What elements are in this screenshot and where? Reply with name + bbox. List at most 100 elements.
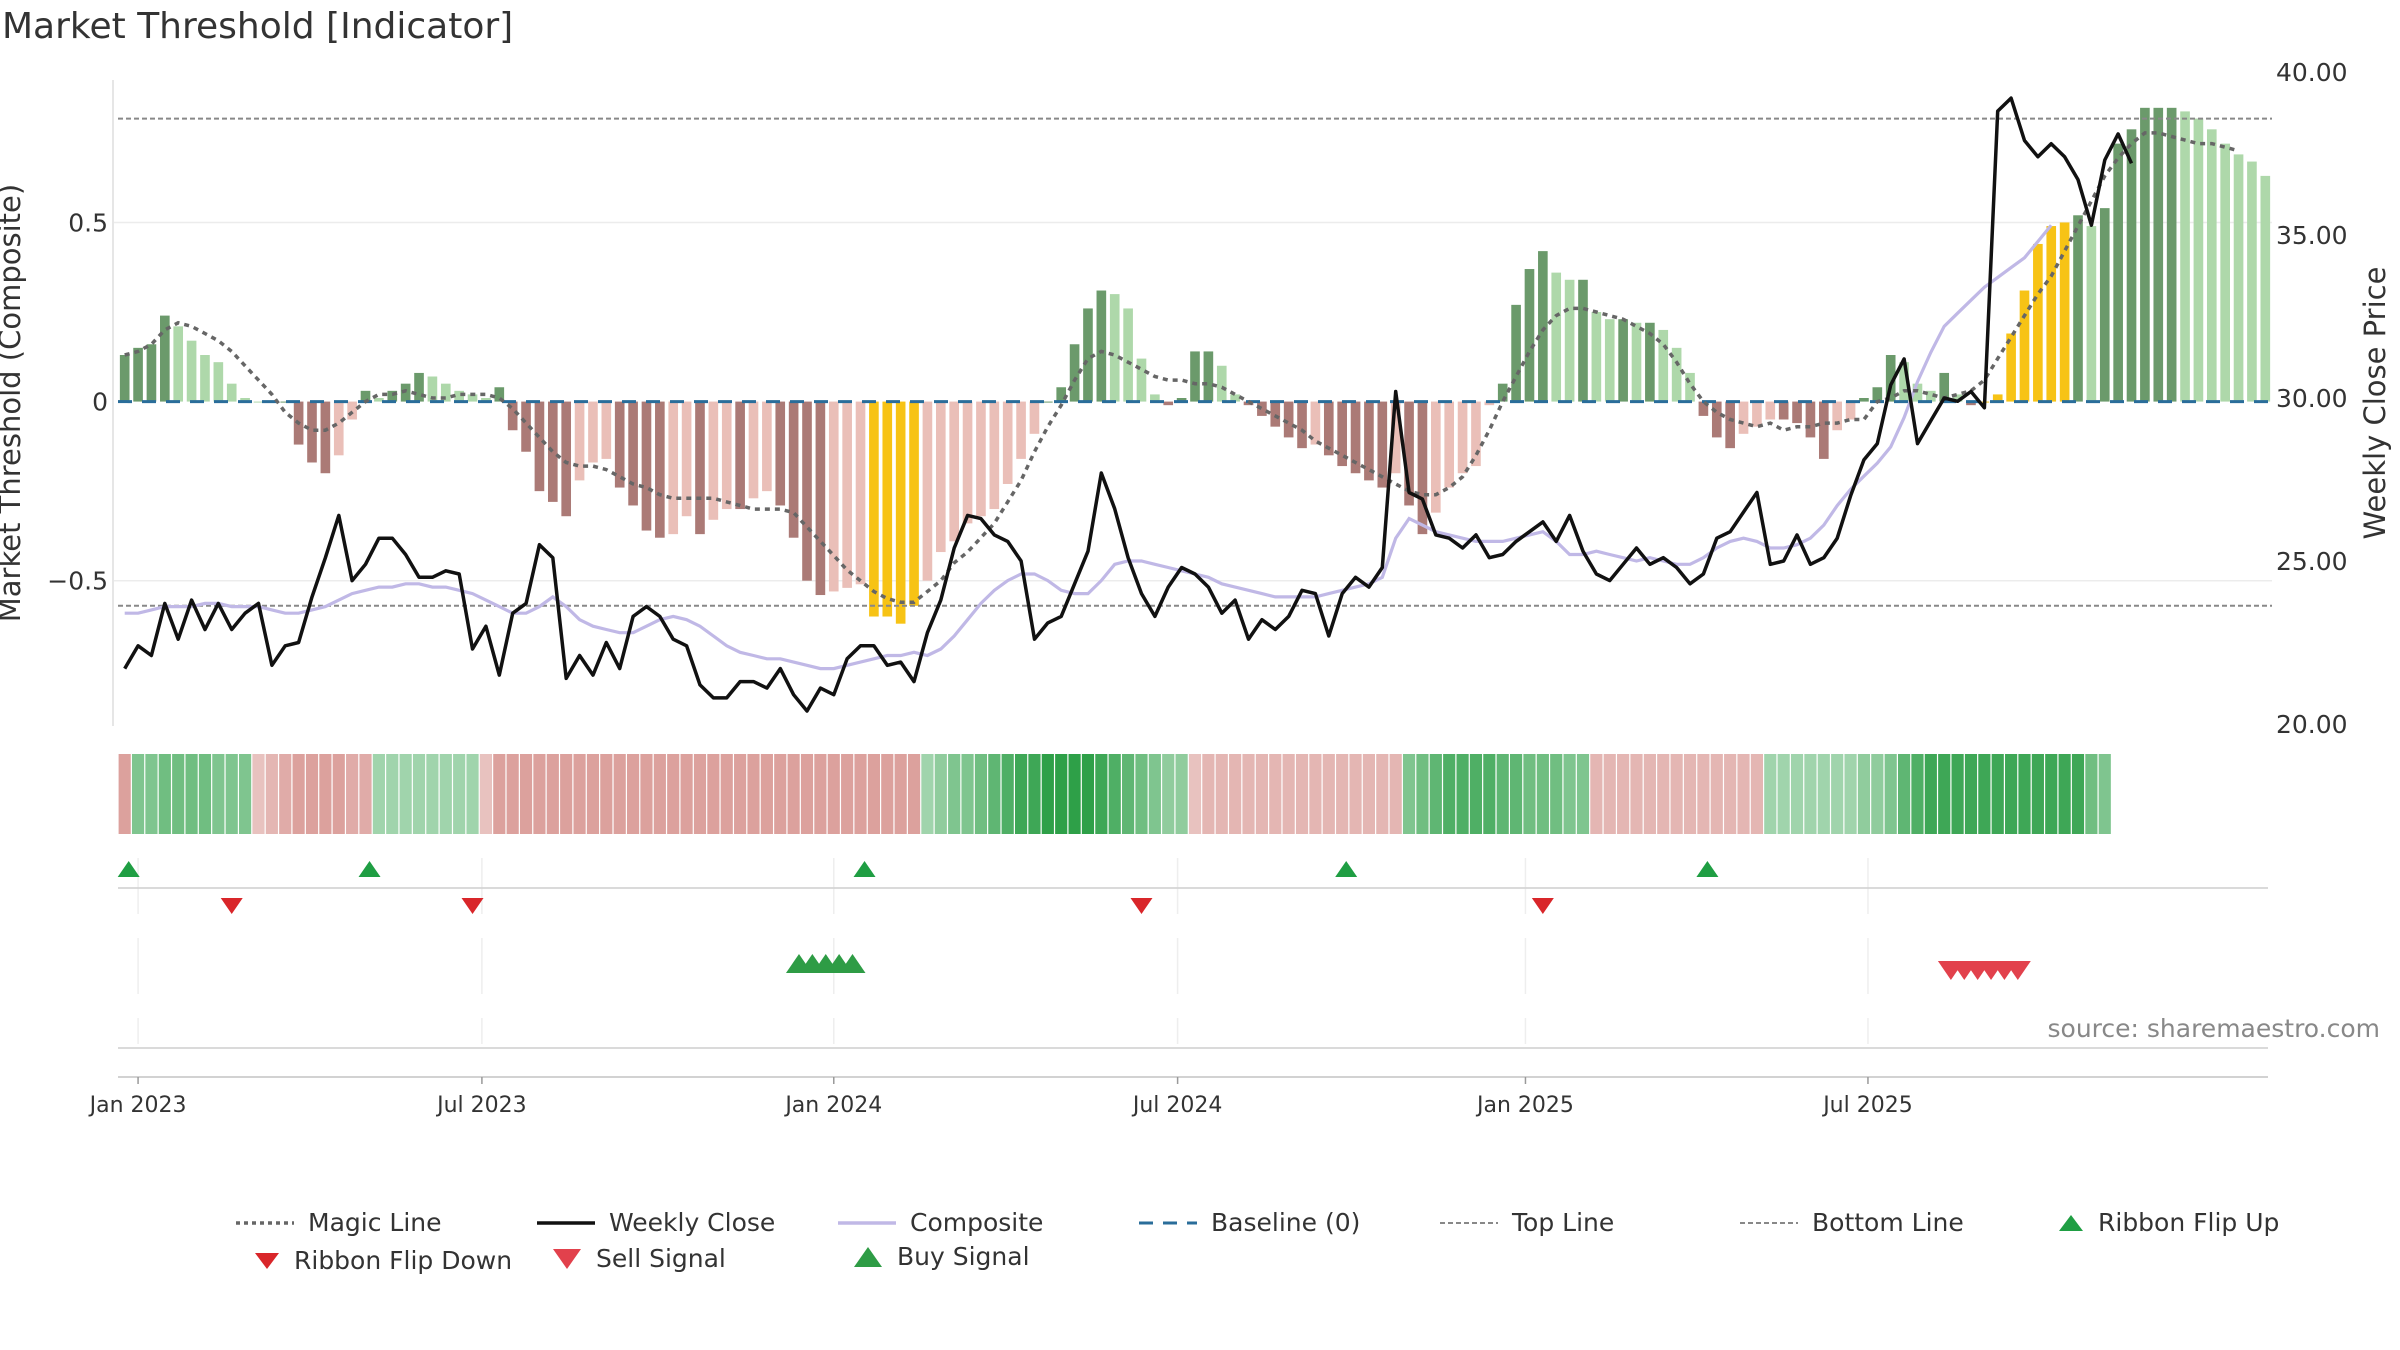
histogram-bar bbox=[253, 401, 264, 403]
histogram-bar bbox=[1417, 401, 1428, 535]
ribbon-segment bbox=[734, 754, 747, 834]
triangle-up-icon bbox=[2059, 1214, 2083, 1231]
histogram-bar bbox=[2126, 129, 2137, 402]
legend-top-line: Top Line bbox=[1440, 1208, 1614, 1237]
histogram-bar bbox=[1792, 401, 1802, 424]
ribbon-segment bbox=[1857, 754, 1871, 834]
ribbon-flip-down-marker bbox=[461, 898, 484, 914]
ribbon-segment bbox=[720, 754, 733, 834]
histogram-bar bbox=[1297, 401, 1307, 449]
ribbon-segment bbox=[1242, 754, 1255, 834]
ribbon-segment bbox=[1683, 754, 1697, 834]
ribbon-segment bbox=[1871, 754, 1884, 834]
ribbon-segment bbox=[1108, 754, 1121, 834]
histogram-bar bbox=[160, 315, 170, 402]
histogram-bar bbox=[1899, 362, 1909, 402]
histogram-bar bbox=[2206, 129, 2217, 402]
legend-label: Baseline (0) bbox=[1211, 1208, 1361, 1237]
ribbon-segment bbox=[1402, 754, 1416, 834]
histogram-bar bbox=[2099, 208, 2110, 402]
ribbon-segment bbox=[961, 754, 974, 834]
y-tick-label-right: 35.00 bbox=[2276, 221, 2348, 250]
baseline-swatch bbox=[1139, 1221, 1197, 1224]
histogram-bar bbox=[547, 401, 558, 502]
histogram-bar bbox=[668, 401, 679, 535]
ribbon-segment bbox=[1376, 754, 1389, 834]
ribbon-segment bbox=[653, 754, 666, 834]
ribbon-segment bbox=[1188, 754, 1202, 834]
ribbon-segment bbox=[640, 754, 653, 834]
histogram-bar bbox=[1444, 401, 1455, 488]
histogram-bar bbox=[762, 401, 772, 492]
histogram-bar bbox=[1578, 279, 1588, 402]
legend-ribbon-flip-down: Ribbon Flip Down bbox=[254, 1246, 512, 1275]
histogram-bar bbox=[909, 401, 919, 606]
histogram-bar bbox=[855, 401, 866, 585]
ribbon-segment bbox=[1911, 754, 1924, 834]
ribbon-segment bbox=[1563, 754, 1576, 834]
ribbon-segment bbox=[399, 754, 412, 834]
ribbon-segment bbox=[1938, 754, 1951, 834]
ribbon-flip-up-marker bbox=[358, 861, 381, 877]
histogram-bar bbox=[414, 372, 424, 402]
legend-composite: Composite bbox=[838, 1208, 1043, 1237]
ribbon-segment bbox=[2018, 754, 2031, 834]
ribbon-segment bbox=[145, 754, 158, 834]
ribbon-flip-up-marker bbox=[853, 861, 876, 877]
ribbon-segment bbox=[1724, 754, 1737, 834]
histogram-bar bbox=[2220, 143, 2230, 402]
histogram-bar bbox=[1992, 394, 2003, 402]
ribbon-segment bbox=[747, 754, 760, 834]
histogram-bar bbox=[601, 401, 612, 459]
ribbon-segment bbox=[546, 754, 559, 834]
ribbon-segment bbox=[1081, 754, 1095, 834]
histogram-bar bbox=[976, 401, 986, 517]
histogram-bar bbox=[1069, 344, 1080, 402]
histogram-bar bbox=[2180, 111, 2190, 402]
histogram-bar bbox=[828, 401, 839, 592]
ribbon-segment bbox=[2031, 754, 2044, 834]
histogram-bar bbox=[1484, 401, 1495, 406]
histogram-bar bbox=[2193, 118, 2204, 402]
triangle-up-icon bbox=[854, 1246, 882, 1267]
histogram-bar bbox=[815, 401, 826, 596]
legend-label: Ribbon Flip Down bbox=[294, 1246, 513, 1275]
histogram-bar bbox=[2166, 107, 2177, 402]
ribbon-segment bbox=[1978, 754, 1991, 834]
y-tick-label-left: 0.5 bbox=[68, 208, 108, 237]
y-tick-label-right: 40.00 bbox=[2276, 58, 2348, 87]
legend-weekly-close: Weekly Close bbox=[537, 1208, 775, 1237]
ribbon-segment bbox=[212, 754, 225, 834]
ribbon-segment bbox=[1897, 754, 1911, 834]
ribbon-segment bbox=[239, 754, 252, 834]
ribbon-segment bbox=[412, 754, 426, 834]
ribbon-segment bbox=[252, 754, 265, 834]
ribbon-segment bbox=[1483, 754, 1496, 834]
ribbon-segment bbox=[2058, 754, 2071, 834]
buy-signal-marker bbox=[839, 954, 866, 973]
histogram-bar bbox=[561, 401, 572, 517]
ribbon-segment bbox=[1764, 754, 1777, 834]
histogram-bar bbox=[521, 401, 531, 452]
legend-ribbon-flip-up: Ribbon Flip Up bbox=[2058, 1208, 2279, 1237]
ribbon-segment bbox=[292, 754, 305, 834]
ribbon-segment bbox=[988, 754, 1001, 834]
histogram-bar bbox=[1190, 351, 1200, 402]
bottom-line-swatch bbox=[1740, 1221, 1798, 1224]
histogram-bar bbox=[1685, 372, 1695, 402]
legend-label: Composite bbox=[910, 1208, 1044, 1237]
histogram-bar bbox=[1203, 351, 1214, 402]
ribbon-segment bbox=[1322, 754, 1335, 834]
weekly-close-swatch bbox=[537, 1220, 595, 1225]
ribbon-flip-down-marker bbox=[1531, 898, 1554, 914]
ribbon-segment bbox=[1710, 754, 1723, 834]
ribbon-segment bbox=[1951, 754, 1964, 834]
ribbon-segment bbox=[1255, 754, 1268, 834]
histogram-bar bbox=[1350, 401, 1361, 474]
y-tick-label-right: 20.00 bbox=[2276, 710, 2348, 739]
histogram-bar bbox=[1390, 401, 1401, 474]
histogram-bar bbox=[1832, 401, 1843, 431]
histogram-bar bbox=[628, 401, 638, 506]
histogram-bar bbox=[440, 383, 451, 402]
ribbon-segment bbox=[1510, 754, 1523, 834]
